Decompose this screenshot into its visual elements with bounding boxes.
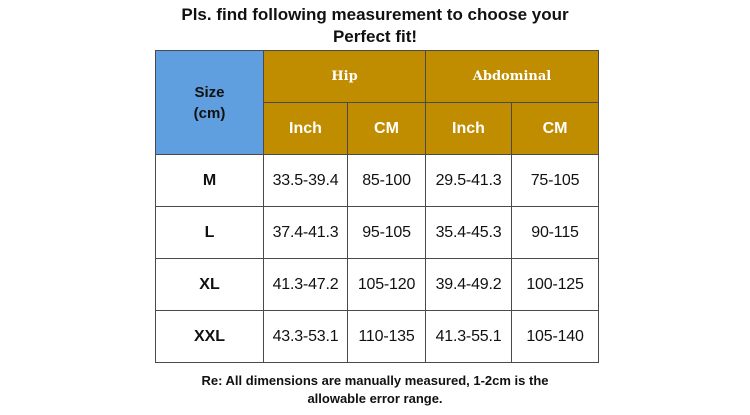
hip-inch-value: 41.3-47.2 [263,258,348,311]
abdominal-header: Abdominal [424,50,600,103]
unit-header-abdominal-inch: Inch [425,102,512,155]
title-line-2: Perfect fit! [332,27,418,46]
hip-inch-value: 43.3-53.1 [263,310,348,363]
size-header-label: Size [194,83,225,101]
abdominal-cm-value: 105-140 [510,310,600,363]
size-label: XL [155,258,264,311]
size-header-cell: Size (cm) [155,50,264,155]
note-line-1: Re: All dimensions are manually measured… [201,373,549,388]
hip-cm-value: 110-135 [347,310,426,363]
abdominal-inch-value: 29.5-41.3 [425,154,512,207]
abdominal-inch-value: 35.4-45.3 [425,206,512,259]
hip-cm-value: 85-100 [347,154,426,207]
table-row: XL 41.3-47.2 105-120 39.4-49.2 100-125 [155,258,600,311]
abdominal-cm-value: 90-115 [510,206,600,259]
size-header-unit: (cm) [193,104,226,122]
size-label: L [155,206,264,259]
hip-inch-value: 33.5-39.4 [263,154,348,207]
abdominal-cm-value: 100-125 [510,258,600,311]
table-row: M 33.5-39.4 85-100 29.5-41.3 75-105 [155,154,600,207]
page-title: Pls. find following measurement to choos… [0,4,750,48]
size-label: XXL [155,310,264,363]
title-line-1: Pls. find following measurement to choos… [181,5,569,24]
table-row: L 37.4-41.3 95-105 35.4-45.3 90-115 [155,206,600,259]
size-label: M [155,154,264,207]
hip-header: Hip [263,50,426,103]
unit-header-hip-cm: CM [347,102,426,155]
hip-cm-value: 95-105 [347,206,426,259]
unit-header-hip-inch: Inch [263,102,348,155]
unit-header-row: Inch CM Inch CM [156,102,600,155]
abdominal-cm-value: 75-105 [510,154,600,207]
abdominal-inch-value: 39.4-49.2 [425,258,512,311]
table-row: XXL 43.3-53.1 110-135 41.3-55.1 105-140 [155,310,600,363]
measurement-note: Re: All dimensions are manually measured… [0,372,750,408]
hip-cm-value: 105-120 [347,258,426,311]
group-header-row: Size (cm) Hip Abdominal [155,50,600,155]
abdominal-inch-value: 41.3-55.1 [425,310,512,363]
size-chart-table: Size (cm) Hip Abdominal Inch CM Inch CM … [155,50,600,363]
unit-header-abdominal-cm: CM [510,102,600,155]
note-line-2: allowable error range. [307,391,443,406]
hip-inch-value: 37.4-41.3 [263,206,348,259]
